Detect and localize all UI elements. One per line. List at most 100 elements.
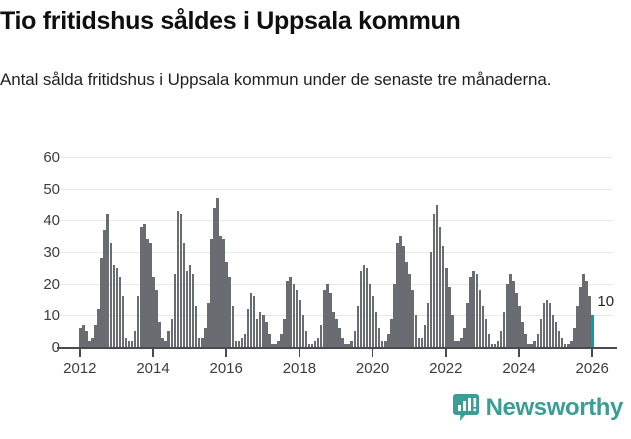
bar <box>338 328 341 347</box>
bar <box>445 267 448 347</box>
bar <box>271 343 274 347</box>
bar <box>493 343 497 347</box>
bar <box>478 290 482 347</box>
bar <box>112 264 116 347</box>
bar <box>579 286 582 347</box>
bar <box>420 337 424 347</box>
bar <box>222 239 225 347</box>
gridline <box>60 188 612 190</box>
bar <box>103 229 106 347</box>
bar <box>176 210 180 347</box>
bar <box>475 274 479 347</box>
bar <box>133 331 137 347</box>
bar <box>152 277 155 347</box>
bar <box>411 290 414 347</box>
x-axis-tick-label: 2022 <box>429 360 463 377</box>
bar <box>591 315 594 347</box>
x-axis-tick <box>371 349 374 357</box>
bar <box>283 318 286 347</box>
bar <box>499 331 503 347</box>
bar <box>414 315 418 347</box>
bar <box>234 340 238 347</box>
bar <box>329 293 332 347</box>
bar <box>463 328 466 347</box>
bar <box>356 305 360 347</box>
bar <box>542 302 546 347</box>
bar <box>82 324 85 347</box>
bar <box>573 328 576 347</box>
bar <box>161 337 164 347</box>
bar <box>204 328 207 347</box>
x-axis-tick-label: 2018 <box>282 360 317 377</box>
gridline <box>60 252 612 253</box>
bars-layer: 10 <box>0 140 631 390</box>
bar <box>567 343 570 347</box>
x-axis-tick-label: 2024 <box>502 360 536 377</box>
bar <box>201 337 204 347</box>
bar <box>225 261 228 347</box>
gridline <box>60 283 612 285</box>
bar <box>438 226 442 347</box>
y-axis-tick-label: 0 <box>51 339 60 356</box>
x-axis-tick-label: 2012 <box>63 360 97 377</box>
bar <box>341 337 344 347</box>
bar <box>429 252 433 347</box>
x-axis-tick <box>445 349 447 357</box>
bar <box>509 274 512 347</box>
x-axis-tick <box>591 349 593 357</box>
bar <box>268 334 271 347</box>
bar <box>170 318 174 347</box>
value-annotation: 10 <box>597 293 615 311</box>
bar <box>368 283 372 347</box>
bar <box>164 340 167 347</box>
bar <box>521 321 524 347</box>
bar <box>393 283 396 347</box>
bar <box>124 337 128 347</box>
bar <box>121 296 125 347</box>
bar <box>292 283 296 347</box>
bar <box>255 318 259 347</box>
bar <box>274 343 277 347</box>
y-axis-tick-label: 10 <box>43 307 60 325</box>
bar <box>109 242 113 347</box>
bar <box>371 296 375 347</box>
bar <box>417 337 421 347</box>
bar <box>588 296 591 347</box>
bar <box>185 271 189 347</box>
bar <box>316 337 320 347</box>
y-axis-tick-label: 50 <box>43 180 60 198</box>
bar <box>560 337 564 347</box>
bar <box>182 242 186 347</box>
bar <box>402 245 405 347</box>
bar <box>353 331 357 347</box>
bar <box>88 340 91 347</box>
y-axis-tick-label: 60 <box>43 149 60 166</box>
bar <box>460 337 463 347</box>
bar <box>554 321 558 347</box>
bar <box>130 340 134 347</box>
bar <box>487 334 491 347</box>
bar <box>335 318 338 347</box>
bar <box>313 340 317 347</box>
bar <box>97 309 100 347</box>
bar <box>188 264 192 347</box>
bar <box>246 309 250 347</box>
bar <box>191 274 195 347</box>
bar <box>310 343 314 347</box>
bar <box>155 290 158 347</box>
bar <box>426 302 430 347</box>
bar <box>228 277 231 347</box>
bar <box>466 302 469 347</box>
bar <box>490 343 494 347</box>
bar <box>441 245 445 347</box>
y-axis-tick-label: 20 <box>43 275 60 293</box>
bar <box>323 290 326 347</box>
bar <box>118 277 122 347</box>
y-axis-tick-label: 30 <box>43 244 60 261</box>
bar <box>362 264 366 347</box>
bar <box>359 271 363 347</box>
bar <box>432 214 436 347</box>
newsworthy-logo[interactable]: Newsworthy <box>452 394 623 422</box>
bar <box>524 334 527 347</box>
